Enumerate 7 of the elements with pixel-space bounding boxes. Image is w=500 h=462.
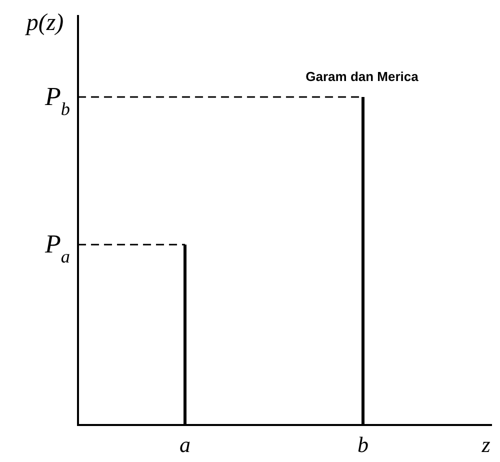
x-tick-label: b <box>358 432 368 457</box>
y-axis-title: p(z) <box>24 10 64 36</box>
x-tick-label: a <box>180 432 190 457</box>
text: P$_{a}$ <box>44 230 70 267</box>
chart-title: Garam dan Merica <box>306 69 420 84</box>
text: P$_{b}$ <box>44 82 70 119</box>
x-axis-title: z <box>480 432 491 457</box>
